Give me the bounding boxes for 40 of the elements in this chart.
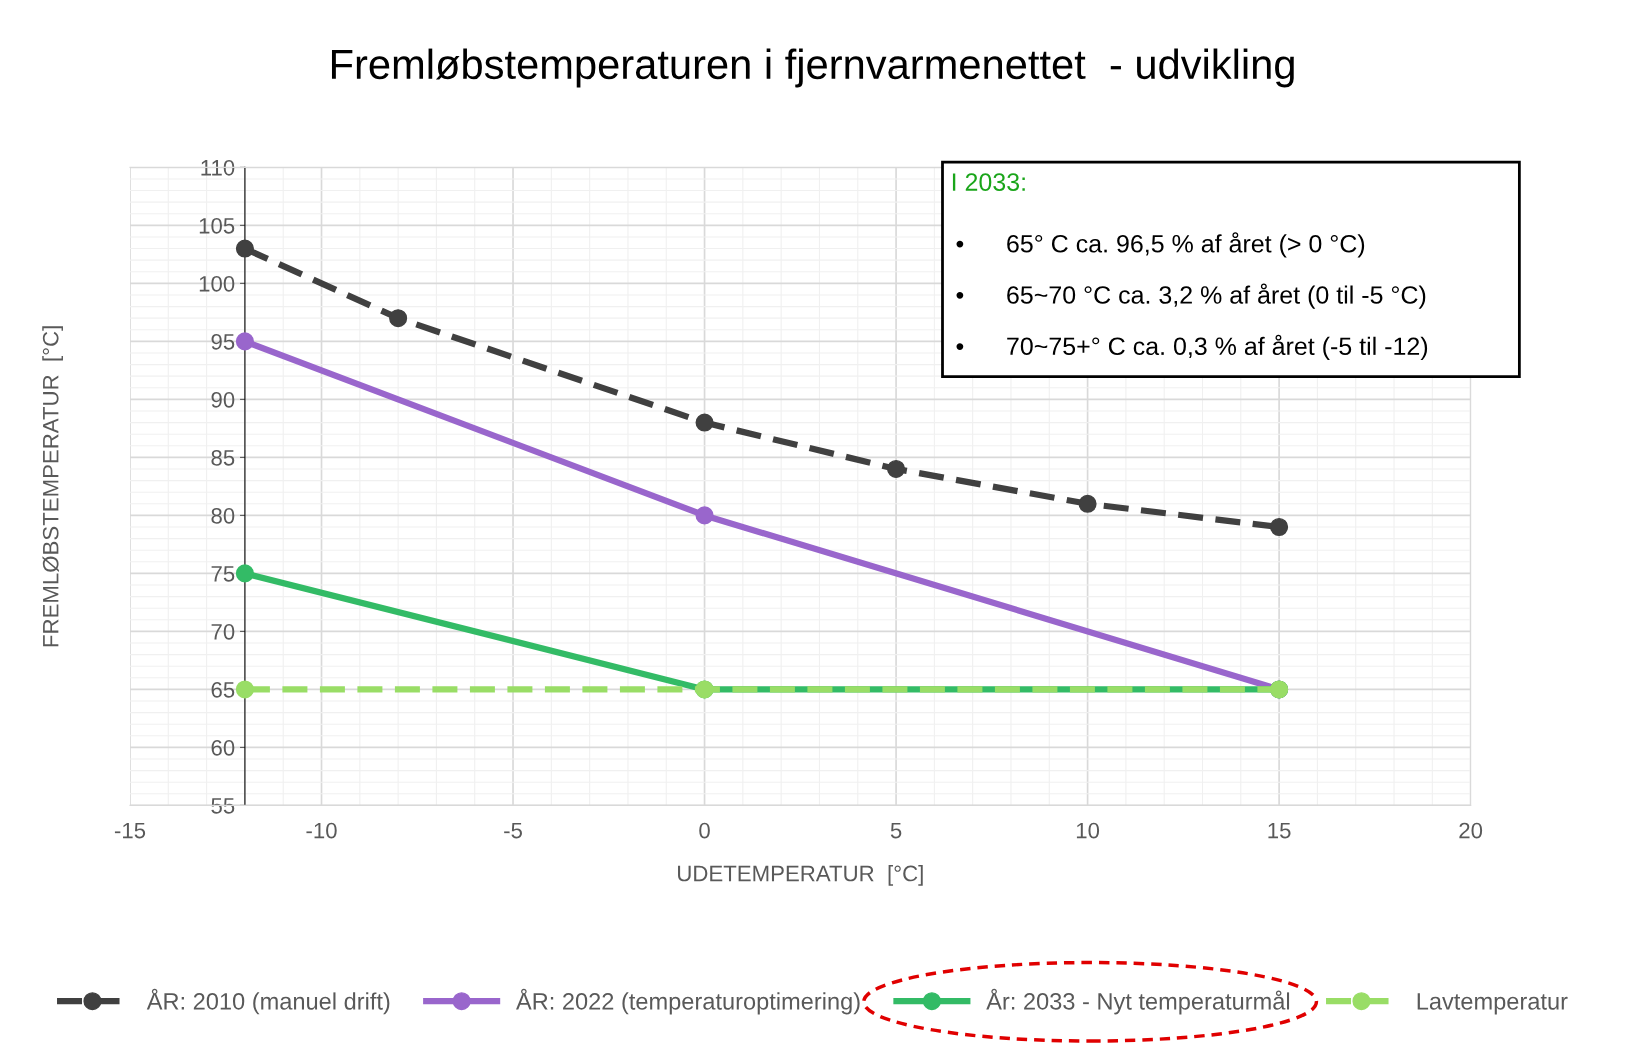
point	[235, 332, 254, 351]
y-tick-label: 90	[211, 391, 235, 408]
annotation: • 70~75+° C ca. 0,3 % af året (-5 til -12)	[956, 334, 1428, 361]
legend-label: ÅR: 2022 (temperaturoptimering)	[516, 988, 860, 1015]
x-tick-label: 0	[699, 822, 710, 839]
point	[235, 680, 254, 699]
point	[887, 459, 906, 479]
point	[1078, 494, 1097, 513]
x-tick-label: 15	[1268, 822, 1291, 839]
chart-title: Fremløbstemperaturen i fjernvarmenettet - udvikling	[331, 48, 1294, 88]
point	[235, 564, 254, 583]
y-tick-label: 95	[211, 333, 235, 350]
point	[695, 413, 714, 432]
annotation: I 2033:	[952, 173, 1025, 191]
x-tick-label: -15	[114, 822, 146, 839]
point	[389, 309, 408, 328]
x-axis-title: UDETEMPERATUR [°C]	[678, 865, 923, 886]
y-tick-label: 80	[211, 507, 235, 524]
x-tick-label: 10	[1076, 822, 1100, 839]
x-tick-label: -5	[504, 822, 522, 839]
y-tick-label: 60	[211, 739, 235, 756]
y-tick-label: 75	[211, 566, 235, 582]
y-axis-title: FREMLØBSTEMPERATUR [°C]	[42, 326, 63, 647]
point	[695, 506, 714, 525]
legend-label: Lavtemperatur	[1417, 993, 1568, 1015]
legend-label: År: 2033 - Nyt temperaturmål	[986, 988, 1290, 1015]
y-tick-label: 65	[211, 681, 235, 698]
annotation: • 65~70 °C ca. 3,2 % af året (0 til -5 °C)	[956, 283, 1426, 309]
legend-label: ÅR: 2010 (manuel drift)	[146, 988, 390, 1015]
annotation: • 65° C ca. 96,5 % af året (> 0 °C)	[956, 232, 1365, 258]
y-tick-label: 100	[199, 275, 235, 292]
x-tick-label: -10	[306, 822, 337, 839]
y-tick-label: 110	[201, 159, 235, 176]
y-tick-label: 70	[211, 623, 235, 640]
x-tick-label: 20	[1459, 822, 1483, 839]
point	[235, 239, 254, 258]
y-tick-label: 105	[199, 217, 235, 234]
x-tick-label: 5	[890, 822, 902, 839]
y-tick-label: 85	[211, 449, 235, 466]
point	[1270, 517, 1289, 537]
